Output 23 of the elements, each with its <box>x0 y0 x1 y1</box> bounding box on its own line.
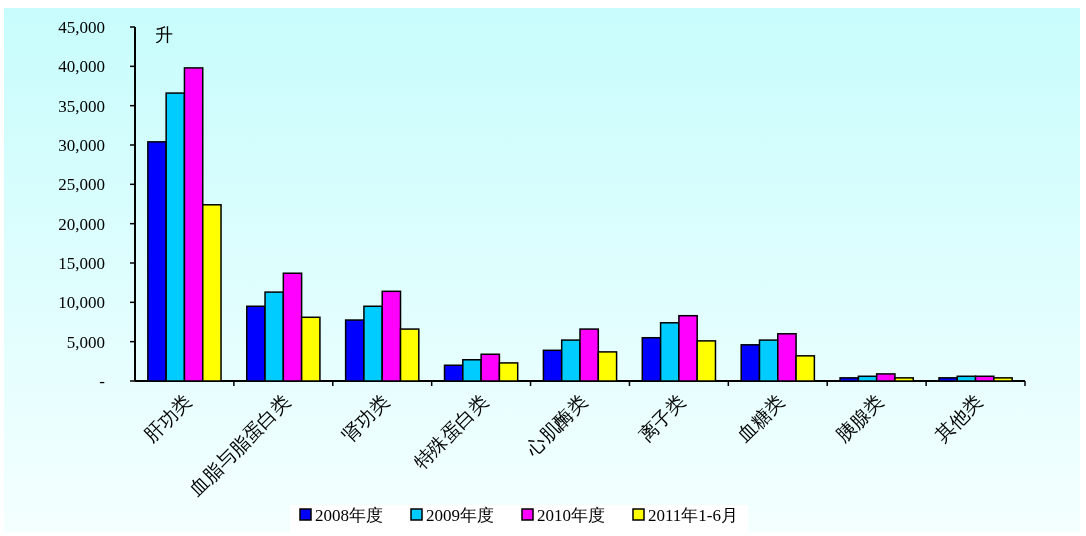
x-tick-label: 离子类 <box>634 390 690 447</box>
y-tick-label: 45,000 <box>58 18 105 37</box>
y-tick-label: 10,000 <box>58 293 105 313</box>
legend-label: 2009年度 <box>426 506 494 525</box>
x-tick-label: 肾功类 <box>337 390 394 447</box>
x-tick-label: 其他类 <box>931 390 987 447</box>
legend-label: 2011年1-6月 <box>648 506 739 525</box>
legend-label: 2008年度 <box>315 506 383 525</box>
y-axis-title: 升 <box>155 25 173 45</box>
y-tick-label: 15,000 <box>58 254 105 273</box>
x-tick-label: 肝功类 <box>140 390 196 447</box>
legend-label: 2010年度 <box>537 506 605 525</box>
y-tick-label: 5,000 <box>66 332 105 352</box>
y-tick-label: 40,000 <box>58 57 105 77</box>
y-tick-label: 20,000 <box>58 214 105 234</box>
x-tick-label: 特殊蛋白类 <box>409 390 492 473</box>
y-tick-label: - <box>99 372 106 391</box>
x-tick-label: 血糖类 <box>733 390 789 447</box>
x-tick-label: 胰腺类 <box>832 390 888 447</box>
y-tick-label: 35,000 <box>58 96 105 116</box>
y-tick-label: 30,000 <box>58 136 105 155</box>
y-tick-label: 25,000 <box>58 175 105 195</box>
x-tick-label: 心肌酶类 <box>521 390 591 461</box>
